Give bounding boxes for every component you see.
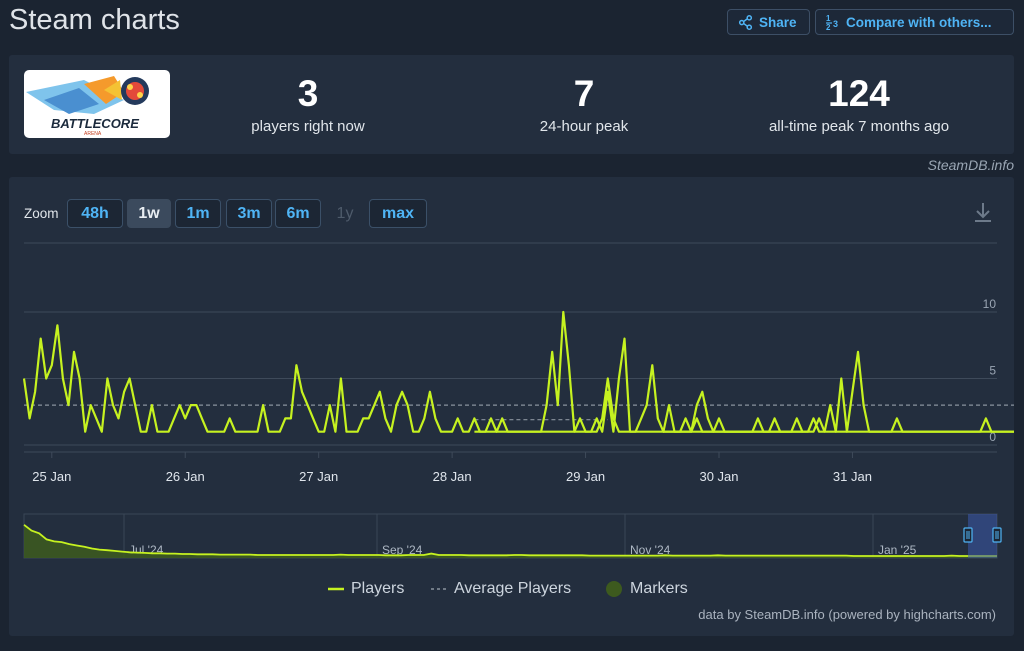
x-axis-ticks: 25 Jan 26 Jan 27 Jan 28 Jan 29 Jan 30 Jan 31 J… [32, 452, 872, 484]
legend-markers-label: Markers [630, 580, 688, 597]
navigator-players-line [23, 524, 997, 557]
legend-average-swatch [431, 588, 447, 590]
navigator-selection-mask [968, 514, 997, 558]
x-tick-label: 27 Jan [299, 469, 338, 484]
stat-all-time-peak: 124 all-time peak 7 months ago [739, 73, 979, 135]
zoom-1w-button[interactable]: 1w [127, 199, 171, 228]
steamdb-watermark: SteamDB.info [927, 157, 1014, 173]
legend-players-label: Players [351, 580, 405, 597]
game-logo-art: BATTLECORE ARENA [26, 76, 149, 137]
navigator-handle-left[interactable] [963, 527, 973, 543]
x-tick-label: 26 Jan [166, 469, 205, 484]
zoom-6m-button[interactable]: 6m [275, 199, 321, 228]
x-tick-label: 28 Jan [433, 469, 472, 484]
logo-subtitle: ARENA [84, 131, 102, 137]
navigator-tick-label: Jan '25 [878, 543, 917, 557]
y-tick-label-5: 5 [989, 364, 996, 378]
zoom-label: Zoom [24, 206, 59, 221]
download-icon[interactable] [972, 201, 994, 223]
stats-panel: BATTLECORE ARENA 3 players right now 7 2… [9, 55, 1014, 154]
svg-text:1: 1 [826, 14, 831, 23]
chart-panel: Zoom 48h 1w 1m 3m 6m 1y max 0 5 10 25 Jan 2… [9, 177, 1014, 636]
zoom-1y-button: 1y [336, 204, 354, 222]
legend-players-swatch [328, 587, 344, 591]
legend-markers[interactable]: Markers [605, 580, 688, 598]
navigator-handle-right[interactable] [992, 527, 1002, 543]
y-axis-ticks: 0 5 10 [983, 297, 997, 444]
stat-current-players: 3 players right now [188, 73, 428, 135]
navigator-tick-label: Nov '24 [630, 543, 671, 557]
legend-average-label: Average Players [454, 580, 572, 597]
legend-markers-swatch [606, 581, 622, 597]
x-tick-label: 29 Jan [566, 469, 605, 484]
players-line-2 [663, 350, 1014, 433]
zoom-max-button[interactable]: max [369, 199, 427, 228]
x-tick-label: 25 Jan [32, 469, 71, 484]
chart-gridlines [24, 242, 997, 453]
stat-label: 24-hour peak [539, 118, 629, 135]
stat-label: all-time peak 7 months ago [768, 118, 950, 135]
fraction-icon: 12 3 [826, 14, 838, 30]
zoom-3m-button[interactable]: 3m [226, 199, 272, 228]
share-button[interactable]: Share [727, 9, 810, 35]
share-label: Share [759, 14, 797, 30]
stat-value: 3 [297, 73, 319, 114]
zoom-48h-button[interactable]: 48h [67, 199, 123, 228]
navigator-tick-label: Sep '24 [382, 543, 423, 557]
zoom-1m-button[interactable]: 1m [175, 199, 221, 228]
logo-wordmark: BATTLECORE [51, 116, 139, 131]
chart-credits: data by SteamDB.info (powered by highcha… [698, 607, 996, 622]
stat-label: players right now [251, 118, 365, 135]
x-tick-label: 31 Jan [833, 469, 872, 484]
page-title: Steam charts [9, 4, 180, 36]
legend-average-players[interactable]: Average Players [431, 580, 571, 598]
compare-label: Compare with others... [846, 14, 992, 30]
share-icon [738, 14, 753, 30]
navigator-area [24, 524, 997, 558]
stat-24h-peak: 7 24-hour peak [464, 73, 704, 135]
player-count-chart[interactable]: 0 5 10 25 Jan 26 Jan 27 Jan 28 Jan 29 Jan 30 Ja… [9, 177, 1014, 636]
svg-text:3: 3 [833, 19, 838, 29]
svg-text:2: 2 [826, 23, 831, 30]
legend-players[interactable]: Players [328, 580, 404, 598]
chart-series [22, 310, 1014, 433]
y-tick-label-10: 10 [983, 297, 997, 311]
navigator[interactable]: Jul '24 Sep '24 Nov '24 Jan '25 [23, 513, 1002, 559]
y-tick-label-0: 0 [989, 430, 996, 444]
game-logo[interactable]: BATTLECORE ARENA [24, 70, 170, 138]
stat-value: 7 [573, 73, 595, 114]
stat-value: 124 [828, 73, 890, 114]
x-tick-label: 30 Jan [699, 469, 738, 484]
navigator-frame [23, 513, 998, 559]
